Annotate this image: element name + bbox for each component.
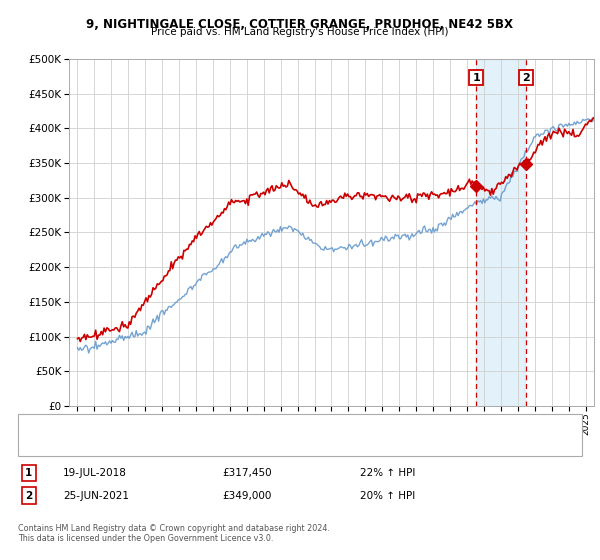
Text: 1: 1 [25, 468, 32, 478]
Text: 1: 1 [472, 73, 480, 83]
Text: £317,450: £317,450 [222, 468, 272, 478]
Text: 9, NIGHTINGALE CLOSE, COTTIER GRANGE, PRUDHOE, NE42 5BX: 9, NIGHTINGALE CLOSE, COTTIER GRANGE, PR… [86, 18, 514, 31]
Text: HPI: Average price, detached house, Northumberland: HPI: Average price, detached house, Nort… [54, 441, 285, 450]
Text: 25-JUN-2021: 25-JUN-2021 [63, 491, 129, 501]
Text: Price paid vs. HM Land Registry's House Price Index (HPI): Price paid vs. HM Land Registry's House … [151, 27, 449, 37]
Text: 20% ↑ HPI: 20% ↑ HPI [360, 491, 415, 501]
Text: Contains HM Land Registry data © Crown copyright and database right 2024.
This d: Contains HM Land Registry data © Crown c… [18, 524, 330, 543]
Text: £349,000: £349,000 [222, 491, 271, 501]
Text: —: — [27, 439, 41, 453]
Text: 22% ↑ HPI: 22% ↑ HPI [360, 468, 415, 478]
Text: 2: 2 [25, 491, 32, 501]
Text: 9, NIGHTINGALE CLOSE, COTTIER GRANGE, PRUDHOE, NE42 5BX (detached house): 9, NIGHTINGALE CLOSE, COTTIER GRANGE, PR… [54, 422, 413, 431]
Text: —: — [27, 419, 41, 433]
Text: 19-JUL-2018: 19-JUL-2018 [63, 468, 127, 478]
Text: 2: 2 [522, 73, 530, 83]
